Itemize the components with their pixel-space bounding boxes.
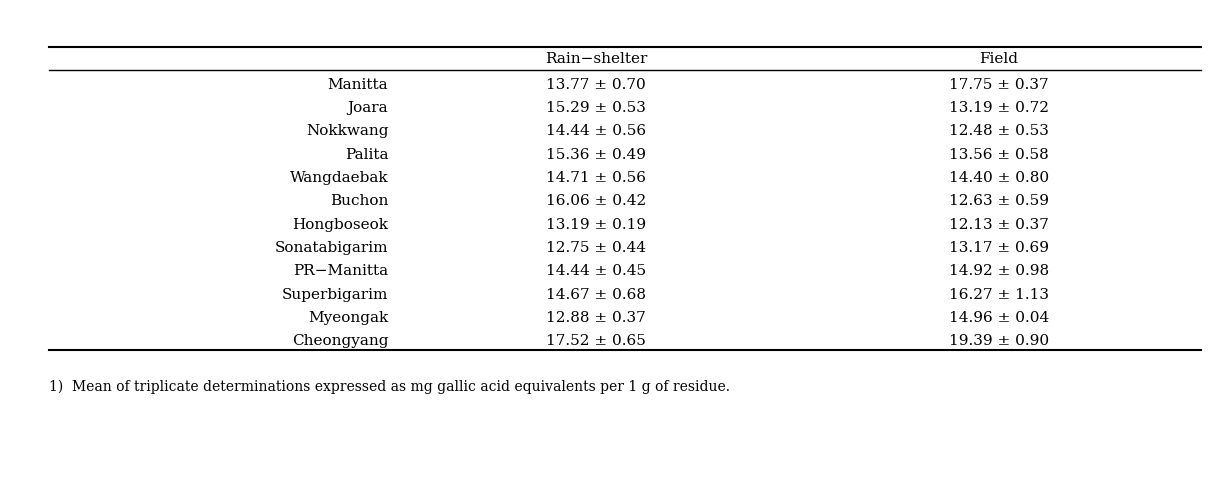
Text: 12.63 ± 0.59: 12.63 ± 0.59 [949,194,1049,208]
Text: 17.75 ± 0.37: 17.75 ± 0.37 [949,77,1049,91]
Text: Rain−shelter: Rain−shelter [545,52,647,66]
Text: PR−Manitta: PR−Manitta [293,264,388,277]
Text: Hongboseok: Hongboseok [293,217,388,231]
Text: Wangdaebak: Wangdaebak [289,170,388,184]
Text: 12.48 ± 0.53: 12.48 ± 0.53 [949,124,1049,138]
Text: 13.56 ± 0.58: 13.56 ± 0.58 [949,147,1049,161]
Text: 14.71 ± 0.56: 14.71 ± 0.56 [546,170,646,184]
Text: 15.29 ± 0.53: 15.29 ± 0.53 [546,101,646,115]
Text: 12.13 ± 0.37: 12.13 ± 0.37 [949,217,1049,231]
Text: 16.27 ± 1.13: 16.27 ± 1.13 [949,287,1049,301]
Text: 14.96 ± 0.04: 14.96 ± 0.04 [949,310,1049,324]
Text: 12.88 ± 0.37: 12.88 ± 0.37 [546,310,646,324]
Text: 12.75 ± 0.44: 12.75 ± 0.44 [546,240,646,254]
Text: 14.92 ± 0.98: 14.92 ± 0.98 [949,264,1049,277]
Text: Superbigarim: Superbigarim [282,287,388,301]
Text: Joara: Joara [348,101,388,115]
Text: 16.06 ± 0.42: 16.06 ± 0.42 [546,194,646,208]
Text: Manitta: Manitta [328,77,388,91]
Text: 1)  Mean of triplicate determinations expressed as mg gallic acid equivalents pe: 1) Mean of triplicate determinations exp… [49,379,730,393]
Text: 13.77 ± 0.70: 13.77 ± 0.70 [546,77,646,91]
Text: 19.39 ± 0.90: 19.39 ± 0.90 [949,334,1049,348]
Text: 13.19 ± 0.19: 13.19 ± 0.19 [546,217,646,231]
Text: Myeongak: Myeongak [307,310,388,324]
Text: Buchon: Buchon [330,194,388,208]
Text: Sonatabigarim: Sonatabigarim [274,240,388,254]
Text: 14.40 ± 0.80: 14.40 ± 0.80 [949,170,1049,184]
Text: 15.36 ± 0.49: 15.36 ± 0.49 [546,147,646,161]
Text: Nokkwang: Nokkwang [306,124,388,138]
Text: 14.67 ± 0.68: 14.67 ± 0.68 [546,287,646,301]
Text: 13.17 ± 0.69: 13.17 ± 0.69 [949,240,1049,254]
Text: 14.44 ± 0.45: 14.44 ± 0.45 [546,264,646,277]
Text: Cheongyang: Cheongyang [292,334,388,348]
Text: 17.52 ± 0.65: 17.52 ± 0.65 [546,334,646,348]
Text: 13.19 ± 0.72: 13.19 ± 0.72 [949,101,1049,115]
Text: 14.44 ± 0.56: 14.44 ± 0.56 [546,124,646,138]
Text: Palita: Palita [344,147,388,161]
Text: Field: Field [980,52,1018,66]
